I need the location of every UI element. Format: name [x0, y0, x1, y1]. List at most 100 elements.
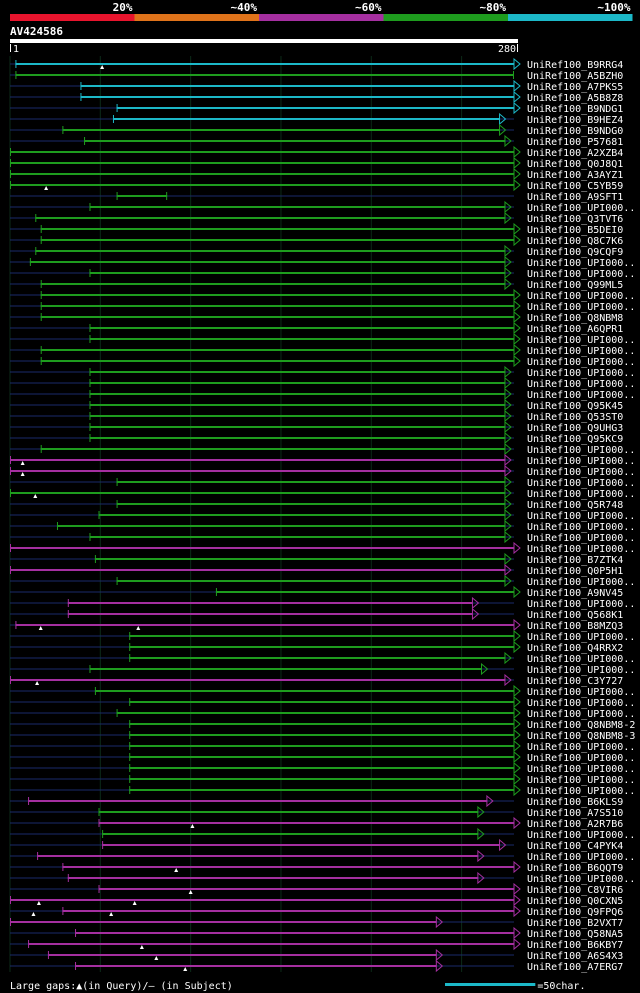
query-gap-marker — [35, 681, 40, 685]
hit-label: UniRef100_C5YB59 — [527, 181, 623, 192]
hit-bar — [67, 877, 478, 879]
hit-row: UniRef100_B9NDG1 — [10, 101, 623, 115]
query-gap-marker — [183, 967, 188, 971]
hit-bar — [10, 470, 505, 472]
hit-rows: UniRef100_B9RRG4UniRef100_A5BZH0UniRef10… — [9, 56, 635, 973]
hit-row: UniRef100_UPI000.. — [10, 255, 635, 269]
hit-label: UniRef100_UPI000.. — [527, 577, 635, 588]
hit-bar — [89, 668, 482, 670]
query-gap-marker — [38, 626, 43, 630]
hit-bar — [80, 96, 515, 98]
hit-bar — [62, 129, 500, 131]
hit-arrow — [504, 398, 512, 412]
hit-bar — [62, 910, 515, 912]
hit-label: UniRef100_UPI000.. — [527, 203, 635, 214]
hit-bar — [98, 514, 505, 516]
hit-bar — [67, 602, 473, 604]
hit-bar — [102, 833, 478, 835]
hit-row: UniRef100_UPI000.. — [10, 541, 635, 555]
hit-bar — [89, 272, 505, 274]
hit-row: UniRef100_UPI000.. — [10, 574, 635, 588]
hit-row: UniRef100_A5BZH0 — [10, 71, 623, 82]
hit-label: UniRef100_UPI000.. — [527, 368, 635, 379]
hit-row: UniRef100_C3Y727 — [10, 673, 623, 687]
hit-arrow — [513, 310, 521, 324]
hit-label: UniRef100_A2XZB4 — [527, 148, 623, 159]
hit-label: UniRef100_C8VIR6 — [527, 885, 623, 896]
hit-arrow — [504, 376, 512, 390]
hit-arrow — [513, 541, 521, 555]
hit-row: UniRef100_Q4RRX2 — [10, 640, 623, 654]
hit-label: UniRef100_Q9CQF9 — [527, 247, 623, 258]
hit-bar — [10, 459, 505, 461]
hit-bar — [10, 492, 505, 494]
hit-arrow — [513, 695, 521, 709]
hit-arrow — [513, 332, 521, 346]
hit-arrow — [513, 739, 521, 753]
hit-label: UniRef100_A6S4X3 — [527, 951, 623, 962]
hit-bar — [40, 283, 505, 285]
hit-row: UniRef100_UPI000.. — [10, 629, 635, 643]
hit-bar — [75, 932, 514, 934]
hit-label: UniRef100_B8MZQ3 — [527, 621, 623, 632]
hit-row: UniRef100_UPI000.. — [10, 387, 635, 401]
hit-label: UniRef100_UPI000.. — [527, 269, 635, 280]
hit-row: UniRef100_C5YB59 — [10, 178, 623, 192]
hit-row: UniRef100_UPI000.. — [10, 530, 635, 544]
hit-row: UniRef100_UPI000.. — [10, 343, 635, 357]
hit-row: UniRef100_A6S4X3 — [10, 948, 623, 962]
hit-bar — [129, 657, 505, 659]
hit-row: UniRef100_A9NV45 — [10, 585, 623, 599]
hit-arrow — [513, 629, 521, 643]
hit-row: UniRef100_UPI000.. — [10, 288, 635, 302]
hit-arrow — [504, 508, 512, 522]
hit-arrow — [513, 816, 521, 830]
hit-bar — [129, 778, 514, 780]
hit-label: UniRef100_B6QQT9 — [527, 863, 623, 874]
hit-label: UniRef100_Q95KC9 — [527, 434, 623, 445]
hit-label: UniRef100_UPI000.. — [527, 302, 635, 313]
hit-bar — [94, 558, 505, 560]
hit-row: UniRef100_C4PYK4 — [10, 838, 623, 852]
hit-arrow — [471, 596, 480, 610]
hit-arrow — [504, 409, 512, 423]
hit-bar — [98, 822, 515, 824]
hit-row: UniRef100_UPI000.. — [10, 651, 635, 665]
hit-bar — [40, 294, 514, 296]
hit-label: UniRef100_A7S510 — [527, 808, 623, 819]
hit-arrow — [504, 530, 512, 544]
hit-arrow — [477, 871, 485, 885]
hit-bar — [40, 316, 514, 318]
hit-bar — [40, 360, 514, 362]
hit-bar — [89, 393, 505, 395]
hit-row: UniRef100_UPI000.. — [10, 464, 635, 478]
hit-label: UniRef100_UPI000.. — [527, 764, 635, 775]
hit-label: UniRef100_UPI000.. — [527, 687, 635, 698]
hit-row: UniRef100_UPI000.. — [10, 849, 635, 863]
hit-label: UniRef100_UPI000.. — [527, 511, 635, 522]
hit-row: UniRef100_UPI000.. — [10, 827, 635, 841]
hit-row: UniRef100_B6QQT9 — [10, 860, 623, 874]
hit-arrow — [471, 607, 480, 621]
hit-label: UniRef100_P57681 — [527, 137, 623, 148]
hit-label: UniRef100_Q8C7K6 — [527, 236, 623, 247]
hit-arrow — [513, 783, 521, 797]
hit-bar — [89, 338, 514, 340]
hit-row: UniRef100_UPI000.. — [10, 519, 635, 533]
hit-row: UniRef100_A6QPR1 — [10, 321, 623, 335]
hit-arrow — [513, 882, 521, 896]
hit-arrow — [513, 343, 521, 357]
hit-label: UniRef100_UPI000.. — [527, 467, 635, 478]
hit-row: UniRef100_UPI000.. — [10, 662, 635, 676]
hit-bar — [89, 536, 505, 538]
hit-row: UniRef100_A2XZB4 — [10, 145, 623, 159]
hit-bar — [129, 756, 514, 758]
hit-arrow — [477, 849, 485, 863]
hit-label: UniRef100_UPI000.. — [527, 533, 635, 544]
hit-label: UniRef100_UPI000.. — [527, 665, 635, 676]
hit-arrow — [513, 640, 521, 654]
hit-bar — [10, 151, 514, 153]
hit-arrow — [513, 178, 521, 192]
query-gap-marker — [174, 868, 179, 872]
hit-arrow — [513, 79, 521, 93]
